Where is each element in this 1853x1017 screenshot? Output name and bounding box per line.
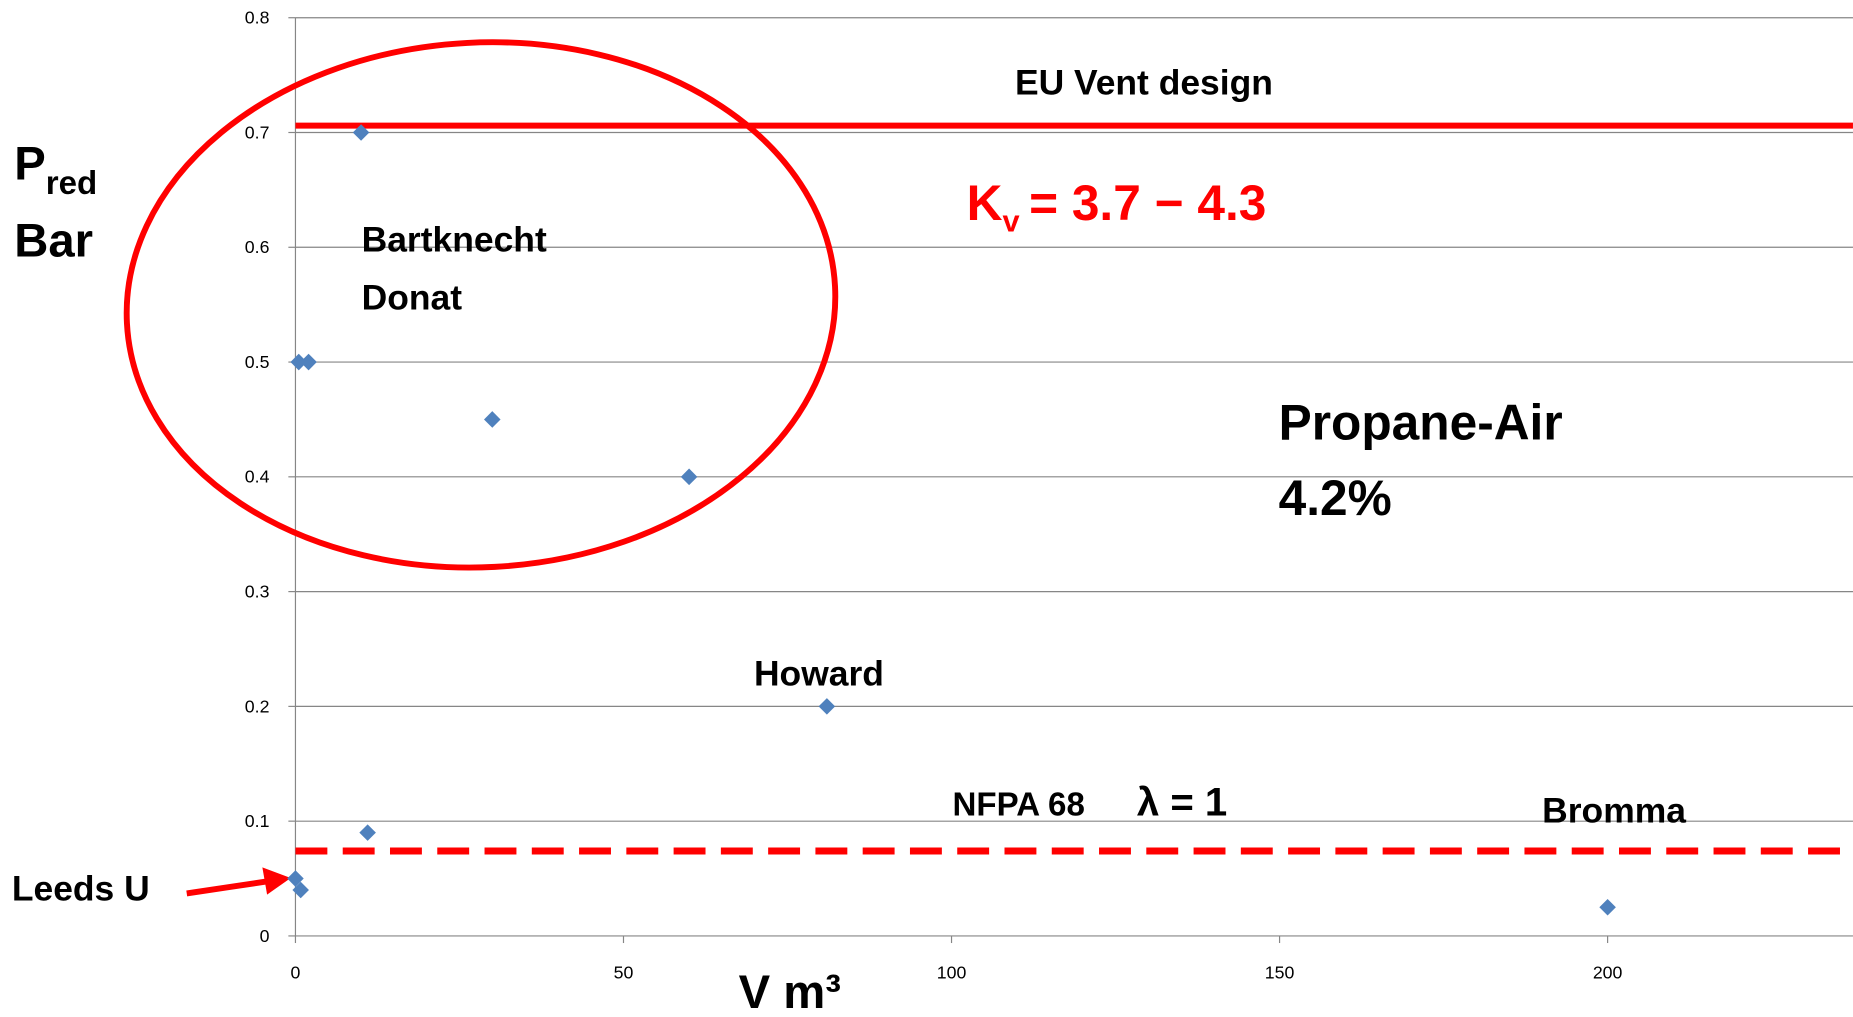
y-tick-label: 0 [260,926,270,946]
x-tick-label: 0 [291,962,301,982]
annotation: Bromma [1542,790,1686,830]
y-tick-label: 0.2 [245,696,270,716]
arrow-shaft [186,878,267,897]
y-label-main: P [14,138,46,191]
x-axis-label: V m³ [739,966,841,1017]
x-tick-label: 200 [1593,962,1623,982]
annotation: Propane-Air [1279,395,1563,451]
kv-main: K [967,175,1003,231]
kv-label: Kv = 3.7 − 4.3 [967,175,1267,239]
data-point [1599,898,1616,916]
kv-rest: = 3.7 − 4.3 [1029,175,1266,231]
arrow-head [262,867,291,895]
circle-annotation [123,39,839,571]
kv-sub: v [1003,204,1020,239]
y-label-sub: red [46,165,97,202]
x-tick-label: 100 [937,962,967,982]
annotation: Bartknecht [362,220,547,260]
reference-label: EU Vent design [1015,63,1273,103]
reference-symbol: λ = 1 [1137,779,1227,824]
x-tick-label: 150 [1265,962,1295,982]
y-tick-label: 0.8 [245,8,270,28]
annotation: Leeds U [12,868,150,908]
x-tick-label: 50 [614,962,634,982]
data-point [290,353,308,371]
data-point [818,698,836,715]
data-point [287,870,304,887]
y-tick-label: 0.6 [245,237,270,257]
y-tick-label: 0.7 [245,122,270,142]
data-point [484,411,501,428]
data-point [359,824,376,841]
y-tick-label: 0.1 [245,811,270,831]
y-axis-label: Pred [14,138,97,202]
y-tick-label: 0.4 [245,467,270,487]
y-tick-label: 0.5 [245,352,270,372]
annotation: 4.2% [1279,470,1392,526]
data-point [300,353,317,371]
reference-label: NFPA 68 [952,786,1084,823]
y-axis-label-line2: Bar [14,214,93,267]
annotation: Donat [362,278,463,318]
data-point [292,881,309,899]
y-tick-label: 0.3 [245,582,270,602]
annotation: Howard [754,653,884,693]
data-point [680,468,698,486]
